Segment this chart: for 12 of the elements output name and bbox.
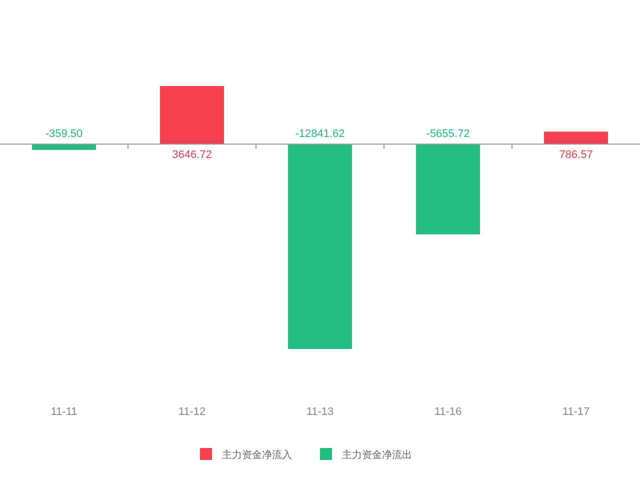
x-tick-label: 11-12 [178, 406, 206, 418]
x-tick-label: 11-11 [50, 406, 78, 418]
x-tick-label: 11-16 [434, 406, 462, 418]
x-tick-label: 11-13 [306, 406, 334, 418]
legend-label: 主力资金净流出 [342, 449, 412, 461]
data-label: -12841.62 [295, 128, 345, 140]
data-label: -359.50 [45, 128, 83, 140]
data-label: 786.57 [559, 149, 593, 162]
data-label: -5655.72 [426, 128, 470, 140]
data-label: 3646.72 [172, 149, 212, 162]
legend-label: 主力资金净流入 [222, 449, 292, 461]
x-tick-label: 11-17 [562, 406, 590, 418]
